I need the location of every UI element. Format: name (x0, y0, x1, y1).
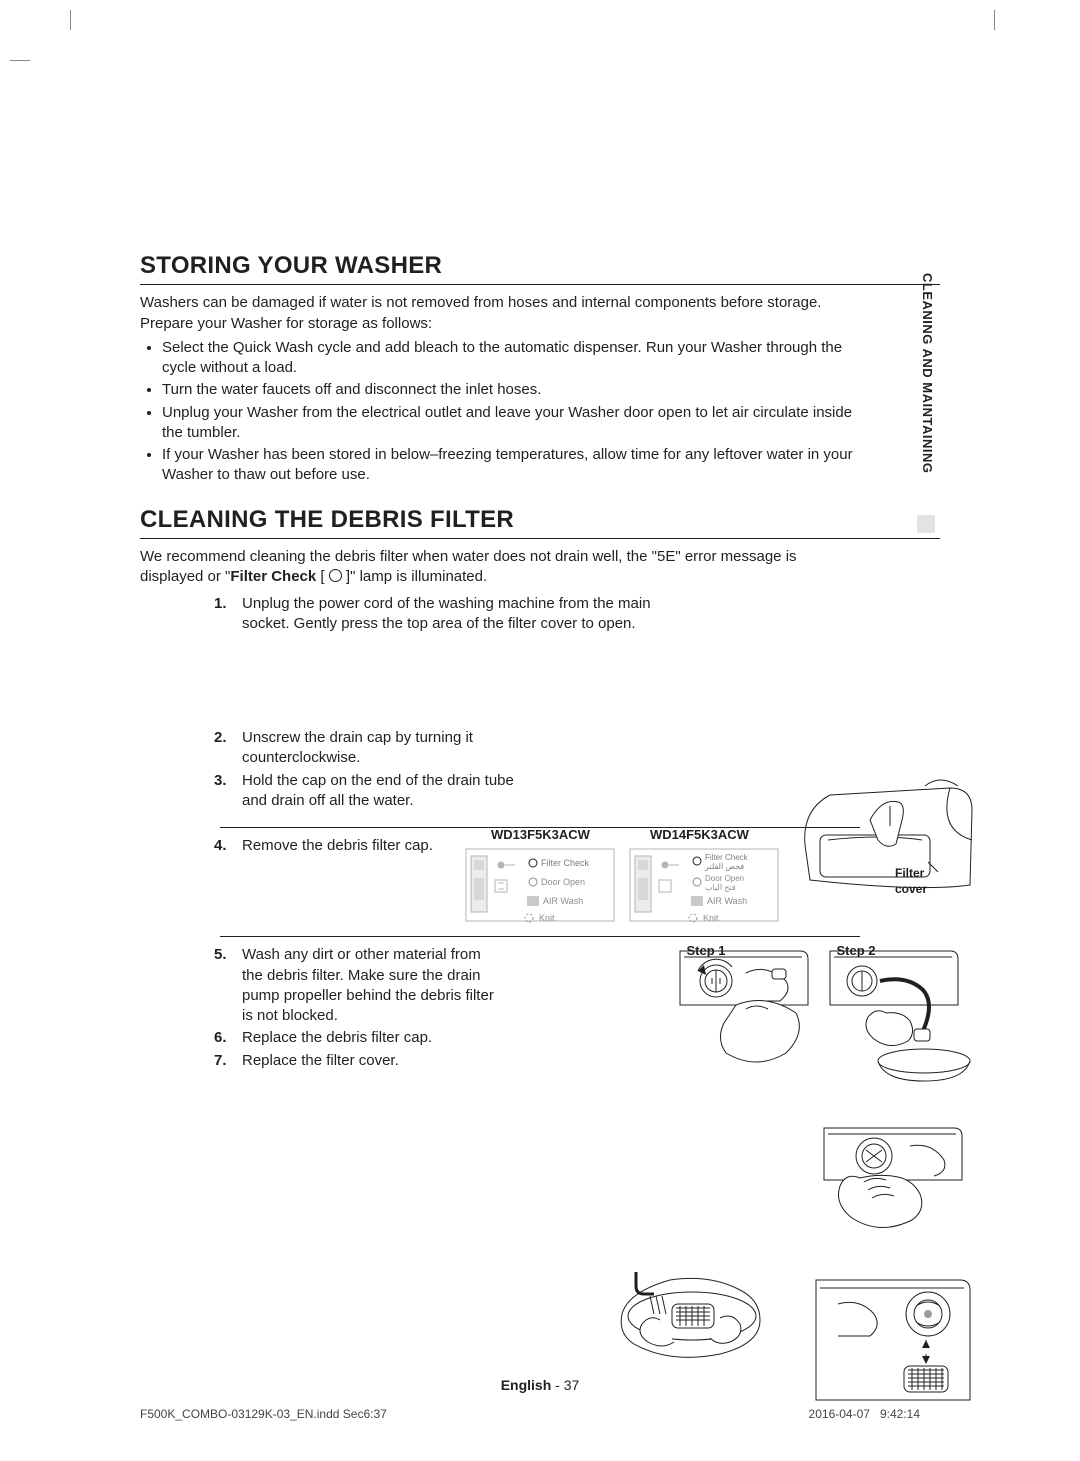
section2-title: CLEANING THE DEBRIS FILTER (140, 504, 940, 536)
filter-cover-figure (800, 780, 980, 900)
circle-icon (329, 569, 342, 582)
step-5-6-figure (610, 1270, 980, 1420)
step-4: Remove the debris filter cap. (242, 836, 433, 856)
step-7: Replace the filter cover. (242, 1051, 399, 1071)
control-panel-figure: WD13F5K3ACW WD14F5K3ACW Filter Check Doo… (465, 826, 785, 928)
step-6: Replace the debris filter cap. (242, 1028, 432, 1048)
bullet: Unplug your Washer from the electrical o… (162, 403, 874, 444)
section1-intro: Washers can be damaged if water is not r… (140, 293, 840, 334)
svg-text:Knit: Knit (539, 913, 555, 923)
svg-text:Filter Check: Filter Check (705, 853, 749, 862)
bullet: If your Washer has been stored in below–… (162, 445, 874, 486)
step-4-figure (820, 1120, 970, 1240)
section1-title: STORING YOUR WASHER (140, 250, 940, 282)
bullet: Turn the water faucets off and disconnec… (162, 380, 874, 400)
section1-bullets: Select the Quick Wash cycle and add blea… (140, 338, 874, 486)
section2-intro: We recommend cleaning the debris filter … (140, 547, 840, 588)
svg-text:Filter Check: Filter Check (541, 858, 590, 868)
step-2-3-figure (676, 943, 976, 1083)
step-1: Unplug the power cord of the washing mac… (242, 594, 672, 635)
print-footer: F500K_COMBO-03129K-03_EN.indd Sec6:37 20… (140, 1407, 920, 1421)
svg-text:AIR Wash: AIR Wash (707, 896, 747, 906)
bullet: Select the Quick Wash cycle and add blea… (162, 338, 874, 379)
step-2: Unscrew the drain cap by turning it coun… (242, 728, 542, 769)
svg-text:فتح الباب: فتح الباب (705, 883, 736, 892)
step-5: Wash any dirt or other material from the… (242, 945, 502, 1026)
svg-text:Door Open: Door Open (541, 877, 585, 887)
page-number: English - 37 (0, 1377, 1080, 1393)
step-3: Hold the cap on the end of the drain tub… (242, 771, 542, 812)
svg-text:فحص الفلتر: فحص الفلتر (704, 862, 744, 871)
filter-cover-label: Filter cover (895, 865, 940, 897)
svg-text:Door Open: Door Open (705, 874, 744, 883)
svg-text:AIR Wash: AIR Wash (543, 896, 583, 906)
svg-text:Knit: Knit (703, 913, 719, 923)
